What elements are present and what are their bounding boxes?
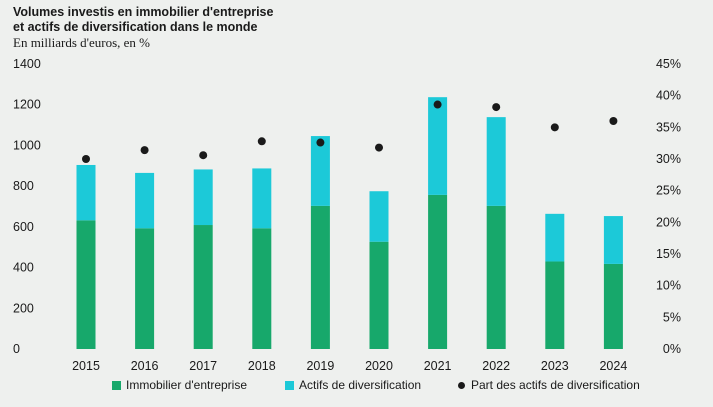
right-tick-30pct: 30%	[656, 152, 681, 166]
bar-2019-series-0	[310, 205, 330, 349]
legend-item-diversification: Actifs de diversification	[285, 378, 421, 392]
bar-2017-series-1	[193, 169, 213, 226]
bar-2019-series-1	[310, 136, 330, 206]
legend-label-immobilier: Immobilier d'entreprise	[126, 378, 248, 392]
bar-2018-series-1	[252, 168, 272, 229]
left-tick-800: 800	[13, 179, 34, 193]
legend-swatch-diversification	[285, 380, 294, 390]
bar-2022-series-1	[486, 117, 506, 206]
right-tick-25pct: 25%	[656, 184, 681, 198]
left-tick-0: 0	[13, 342, 20, 356]
left-tick-1200: 1200	[13, 98, 41, 112]
x-label-2020: 2020	[365, 359, 393, 373]
marker-2024	[609, 117, 618, 125]
chart-title-line-2: et actifs de diversification dans le mon…	[13, 20, 258, 34]
bar-2020-series-1	[369, 191, 389, 242]
chart-title-line-1: Volumes investis en immobilier d'entrepr…	[13, 5, 274, 19]
right-tick-20pct: 20%	[656, 215, 681, 229]
marker-2022	[492, 103, 501, 112]
x-label-2024: 2024	[599, 359, 627, 373]
bar-2023-series-0	[545, 261, 565, 349]
chart-title: Volumes investis en immobilier d'entrepr…	[13, 5, 313, 35]
right-tick-40pct: 40%	[656, 89, 681, 103]
left-tick-1000: 1000	[13, 138, 41, 152]
legend-label-diversification: Actifs de diversification	[299, 378, 422, 392]
bar-2022-series-0	[486, 205, 506, 349]
left-tick-1400: 1400	[13, 57, 41, 71]
marker-2019	[316, 138, 325, 147]
left-tick-600: 600	[13, 220, 34, 234]
right-tick-10pct: 10%	[656, 279, 681, 293]
left-axis-ticks: 0 200 400 600 800 1000 1200 1400	[13, 57, 41, 356]
marker-2018	[257, 137, 266, 146]
right-axis-ticks: 0% 5% 10% 15% 20% 25% 30% 35% 40% 45%	[656, 57, 681, 356]
left-tick-200: 200	[13, 301, 34, 315]
left-tick-400: 400	[13, 261, 34, 275]
bar-2015-series-0	[76, 220, 96, 349]
marker-2017	[199, 151, 208, 160]
legend-swatch-immobilier	[112, 380, 121, 390]
bar-2016-series-0	[135, 228, 155, 349]
bar-2023-series-1	[545, 213, 565, 262]
x-label-2023: 2023	[541, 359, 569, 373]
marker-2023	[550, 123, 559, 132]
x-label-2015: 2015	[72, 359, 100, 373]
x-label-2016: 2016	[131, 359, 159, 373]
legend-label-part: Part des actifs de diversification	[471, 378, 640, 392]
marker-2020	[375, 143, 383, 152]
bar-2015-series-1	[76, 164, 96, 221]
x-label-2017: 2017	[189, 359, 217, 373]
bar-2017-series-0	[193, 225, 213, 349]
bars	[76, 97, 623, 349]
right-tick-35pct: 35%	[656, 120, 681, 134]
x-label-2022: 2022	[482, 359, 510, 373]
bar-2020-series-0	[369, 241, 389, 349]
bar-2021-series-0	[428, 194, 448, 349]
marker-2016	[140, 146, 149, 155]
marker-2021	[433, 100, 442, 109]
bar-2024-series-0	[603, 263, 623, 349]
legend-item-part: Part des actifs de diversification	[458, 378, 640, 392]
bar-2016-series-1	[135, 172, 155, 229]
right-tick-15pct: 15%	[656, 247, 681, 261]
x-axis-labels: 2015 2016 2017 2018 2019 2020 2021 2022 2023 2024	[72, 359, 627, 373]
legend-item-immobilier: Immobilier d'entreprise	[112, 378, 247, 392]
right-tick-45pct: 45%	[656, 57, 681, 71]
right-tick-0pct: 0%	[663, 342, 681, 356]
share-markers	[82, 100, 618, 163]
legend-dot-part	[458, 381, 465, 389]
legend: Immobilier d'entreprise Actifs de divers…	[0, 378, 713, 396]
marker-2015	[82, 155, 90, 163]
right-tick-5pct: 5%	[663, 310, 681, 324]
bar-2018-series-0	[252, 228, 272, 349]
chart-subtitle: En milliards d'euros, en %	[13, 35, 151, 50]
stacked-bar-chart: 0 200 400 600 800 1000 1200 1400 0% 5% 10% 15% 20% 2…	[13, 57, 681, 373]
x-label-2021: 2021	[424, 359, 452, 373]
x-label-2019: 2019	[306, 359, 334, 373]
bar-2024-series-1	[603, 216, 623, 264]
bar-2021-series-1	[428, 97, 448, 195]
x-label-2018: 2018	[248, 359, 276, 373]
